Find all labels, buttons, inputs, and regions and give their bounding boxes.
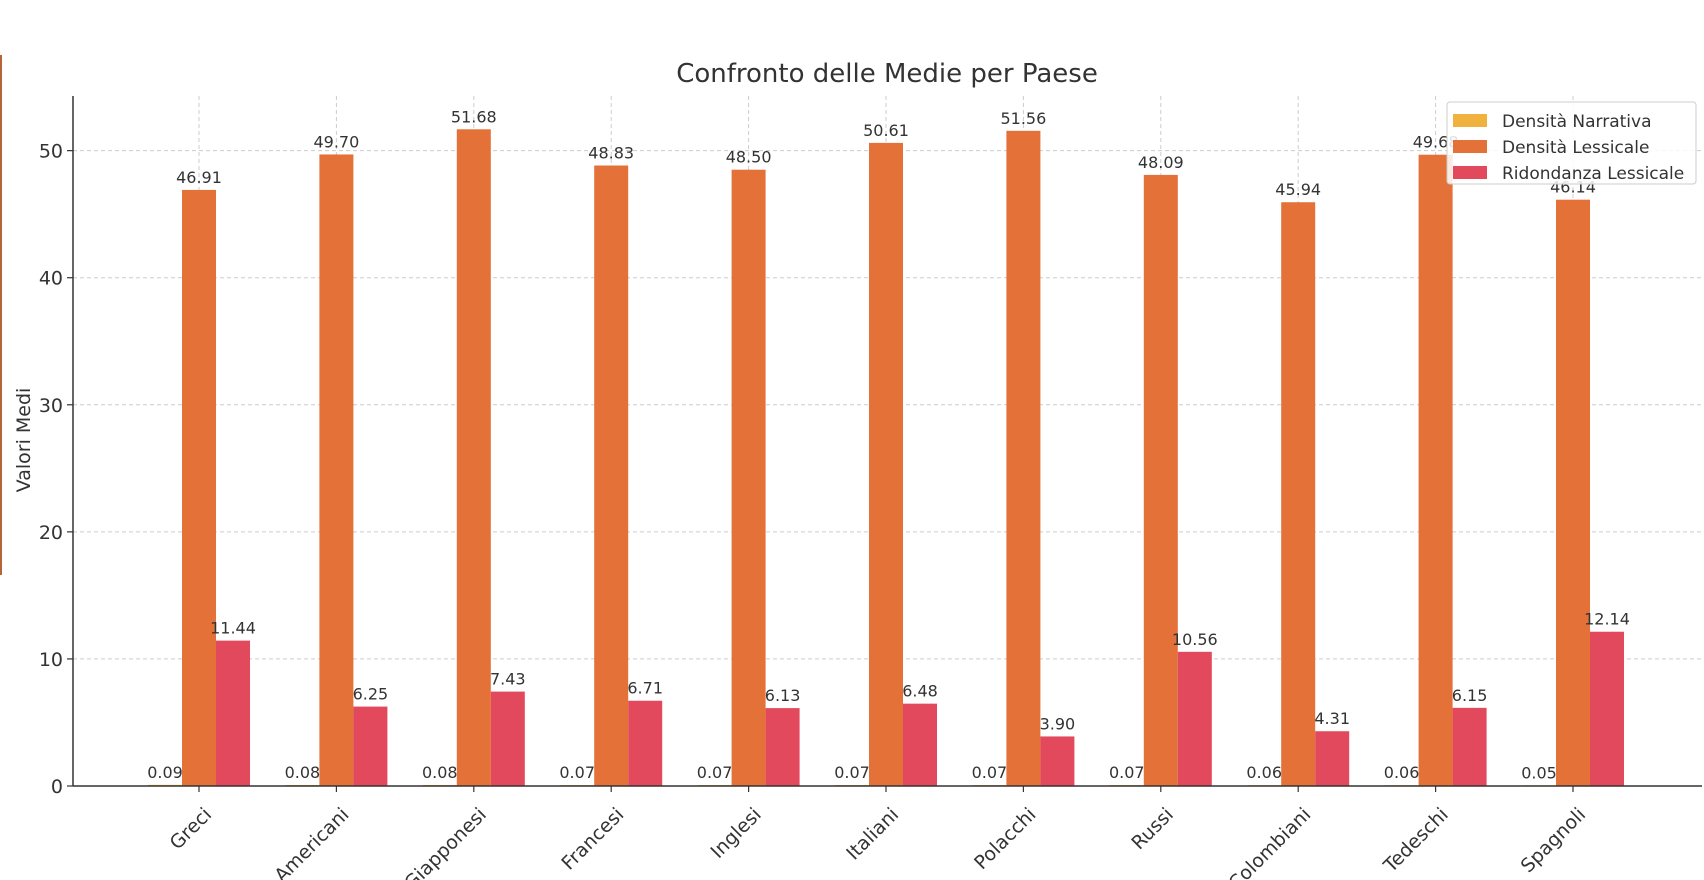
y-tick-label-4: 40 [39,268,63,290]
data-labels: 0.09 0.08 0.08 0.07 0.07 0.07 0.07 0.07 0.06 0.06… [147,107,1630,782]
data-label-1-2: 51.68 [451,107,497,126]
bar-1-7 [1143,174,1178,786]
data-label-2-8: 4.31 [1314,709,1350,728]
data-label-2-2: 7.43 [490,670,526,689]
x-tick-label-9: Tedeschi [1379,804,1453,878]
bar-1-8 [1281,202,1316,786]
data-label-2-4: 6.13 [765,686,801,705]
data-label-1-7: 48.09 [1138,153,1184,172]
data-label-0-2: 0.08 [422,763,458,782]
data-label-1-1: 49.70 [313,132,359,151]
data-label-2-1: 6.25 [353,685,389,704]
data-label-1-6: 51.56 [1000,109,1046,128]
bar-2-4 [765,708,800,786]
bar-2-9 [1452,707,1487,786]
bar-1-1 [319,154,354,787]
bar-1-5 [869,142,903,786]
data-label-2-3: 6.71 [627,679,663,698]
data-label-0-4: 0.07 [697,763,733,782]
x-tick-label-5: Italiani [842,804,903,865]
data-label-0-6: 0.07 [972,763,1008,782]
legend-label-1: Densità Lessicale [1502,138,1649,158]
data-label-0-3: 0.07 [559,763,595,782]
bar-2-3 [628,700,663,786]
data-label-0-5: 0.07 [834,763,870,782]
y-tick-label-2: 20 [39,522,63,544]
data-label-0-10: 0.05 [1521,763,1557,782]
x-tick-labels: Greci Americani Giapponesi Francesi Inglesi I… [166,804,1591,880]
data-label-2-10: 12.14 [1584,610,1630,629]
chart-title: Confronto delle Medie per Paese [676,59,1098,89]
data-label-0-0: 0.09 [147,763,183,782]
bar-2-6 [1040,736,1075,786]
data-label-0-8: 0.06 [1246,763,1282,782]
y-tick-label-5: 50 [39,141,63,163]
bar-2-1 [353,706,388,786]
bar-2-8 [1315,731,1350,786]
y-tick-labels: 0 10 20 30 40 50 [39,141,63,798]
bar-1-3 [594,165,629,786]
x-tick-label-10: Spagnoli [1517,804,1591,878]
x-tick-label-0: Greci [166,804,217,855]
bar-2-2 [490,691,525,786]
data-label-0-1: 0.08 [285,763,321,782]
data-label-1-0: 46.91 [176,168,222,187]
bar-1-2 [456,129,491,786]
x-tick-label-1: Americani [270,804,353,880]
data-label-1-4: 48.50 [726,148,772,167]
legend-label-2: Ridondanza Lessicale [1502,164,1684,184]
data-label-1-5: 50.61 [863,121,909,140]
data-label-2-9: 6.15 [1452,686,1488,705]
bar-2-5 [903,703,937,786]
bar-1-10 [1556,199,1590,786]
bar-2-7 [1177,651,1212,786]
legend-label-0: Densità Narrativa [1502,112,1652,132]
data-label-1-8: 45.94 [1275,180,1321,199]
x-tick-label-7: Russi [1127,804,1178,855]
legend-swatch-1 [1453,140,1487,153]
bars [148,129,1624,787]
data-label-2-7: 10.56 [1172,630,1218,649]
data-label-2-5: 6.48 [902,682,938,701]
data-label-0-7: 0.07 [1109,763,1145,782]
y-tick-label-1: 10 [39,649,63,671]
legend-box [1446,101,1697,185]
x-tick-label-8: Colombiani [1224,804,1315,880]
legend-swatch-2 [1453,166,1487,179]
x-tick-label-2: Giapponesi [400,804,491,880]
bar-1-6 [1006,130,1041,786]
x-tick-label-6: Polacchi [970,804,1040,874]
bar-2-10 [1590,631,1624,786]
x-tick-label-4: Inglesi [706,804,765,863]
x-tick-label-3: Francesi [557,804,628,875]
axes [67,96,1702,792]
data-label-0-9: 0.06 [1384,763,1420,782]
data-label-2-0: 11.44 [210,619,256,638]
bar-1-9 [1418,154,1453,787]
y-tick-label-3: 30 [39,395,63,417]
y-tick-label-0: 0 [51,776,63,798]
legend-swatch-0 [1453,114,1487,127]
y-axis-label: Valori Medi [13,388,35,493]
data-label-2-6: 3.90 [1040,714,1076,733]
data-label-1-3: 48.83 [588,144,634,163]
window-edge-strip [0,55,2,575]
bar-1-4 [731,169,766,786]
bar-1-0 [182,189,216,787]
bar-2-0 [216,640,250,786]
legend: Densità Narrativa Densità Lessicale Ridond… [1446,101,1697,185]
